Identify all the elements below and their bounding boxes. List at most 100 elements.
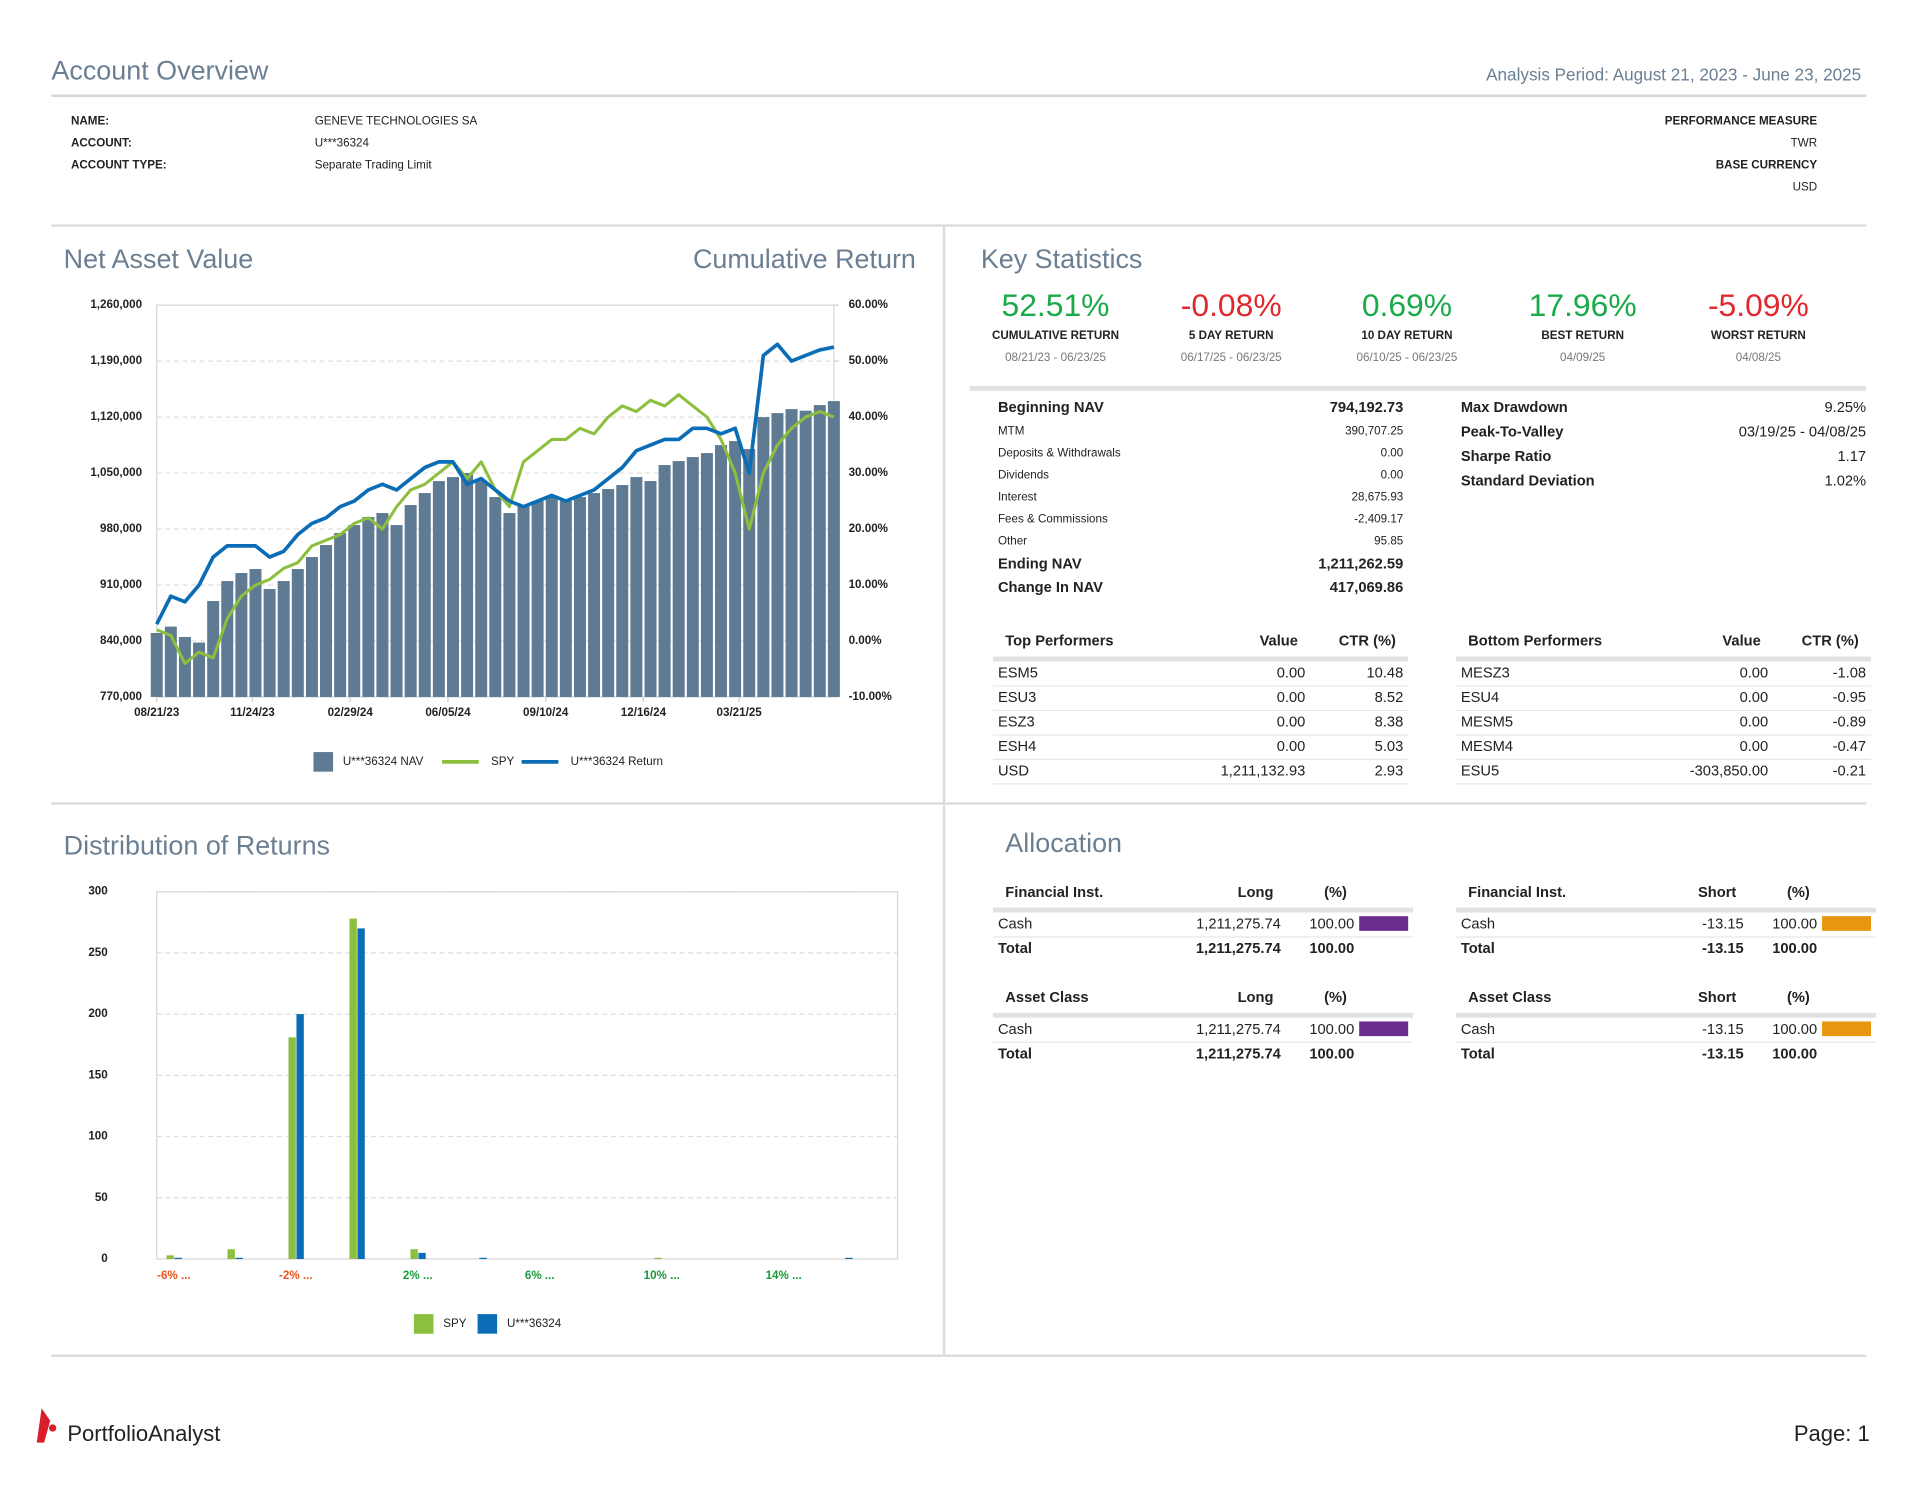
y2-tick-label: 60.00%: [849, 298, 889, 311]
bar: [235, 1257, 243, 1260]
page-title: Account Overview: [51, 56, 269, 86]
cell: ESU3: [998, 690, 1036, 706]
y-tick-label: 770,000: [100, 690, 142, 703]
total-label: Total: [998, 941, 1032, 957]
stat-period: 04/09/25: [1560, 351, 1605, 364]
cell: 1,211,275.74: [1196, 917, 1281, 933]
x-tick-label: 10% ...: [644, 1269, 680, 1282]
y-tick-label: 50: [95, 1191, 108, 1204]
nav-bar: [813, 405, 826, 697]
y-tick-label: 250: [88, 946, 107, 959]
summary-value: 1,211,262.59: [1318, 557, 1403, 573]
cell: MESM4: [1461, 739, 1513, 755]
y2-tick-label: 20.00%: [849, 522, 889, 535]
bar: [654, 1257, 662, 1260]
cell: -13.15: [1702, 1022, 1744, 1038]
stat-label: 10 DAY RETURN: [1361, 329, 1452, 342]
column-header: (%): [1787, 885, 1810, 901]
column-header: Financial Inst.: [1468, 885, 1566, 901]
summary-value: 28,675.93: [1352, 490, 1404, 503]
stat-value: 0.69%: [1362, 287, 1452, 323]
y2-tick-label: 10.00%: [849, 578, 889, 591]
cell: 8.38: [1375, 715, 1404, 731]
column-header: Asset Class: [1468, 990, 1551, 1006]
stat-value: 52.51%: [1002, 287, 1110, 323]
legend-swatch: [313, 752, 334, 772]
total-label: Total: [1461, 1046, 1495, 1062]
cell: 100.00: [1309, 1022, 1354, 1038]
cell: USD: [998, 764, 1029, 780]
risk-label: Sharpe Ratio: [1461, 449, 1552, 465]
nav-bar: [545, 497, 558, 697]
field-value: TWR: [1791, 137, 1817, 150]
logo-mark: [36, 1408, 51, 1443]
y-tick-label: 910,000: [100, 578, 142, 591]
nav-bar: [771, 413, 784, 697]
column-header: CTR (%): [1339, 634, 1396, 650]
stat-value: 17.96%: [1529, 287, 1637, 323]
cell: Cash: [1461, 917, 1495, 933]
allocation-bar: [1359, 916, 1409, 931]
y-tick-label: 840,000: [100, 634, 142, 647]
nav-bar: [616, 485, 629, 697]
field-label: BASE CURRENCY: [1716, 159, 1818, 172]
cell: 2.93: [1375, 764, 1404, 780]
chart-title: Cumulative Return: [693, 244, 916, 274]
x-tick-label: 02/29/24: [328, 706, 374, 719]
total-value: 1,211,275.74: [1196, 941, 1282, 957]
nav-bar: [489, 497, 502, 697]
column-header: (%): [1324, 990, 1347, 1006]
column-header: Asset Class: [1005, 990, 1088, 1006]
cell: Cash: [998, 1022, 1032, 1038]
column-header: Top Performers: [1005, 634, 1113, 650]
cell: 1,211,275.74: [1196, 1022, 1281, 1038]
nav-bar: [221, 581, 234, 697]
analysis-period: Analysis Period: August 21, 2023 - June …: [1486, 65, 1861, 85]
x-tick-label: 14% ...: [766, 1269, 802, 1282]
nav-bar: [700, 453, 713, 697]
x-tick-label: 2% ...: [403, 1269, 433, 1282]
column-header: Value: [1260, 634, 1298, 650]
y-tick-label: 1,120,000: [90, 410, 142, 423]
nav-bar: [362, 517, 375, 697]
cell: 0.00: [1740, 715, 1769, 731]
field-value: U***36324: [315, 137, 370, 150]
nav-bar: [475, 481, 488, 697]
summary-label: MTM: [998, 424, 1024, 437]
cell: 1,211,132.93: [1221, 764, 1306, 780]
stat-period: 06/10/25 - 06/23/25: [1357, 351, 1458, 364]
column-header: Long: [1238, 990, 1274, 1006]
legend-label: SPY: [491, 755, 515, 768]
cell: -0.21: [1833, 764, 1866, 780]
bar: [410, 1249, 418, 1260]
nav-bar: [559, 501, 572, 697]
nav-bar: [348, 525, 361, 697]
y-tick-label: 1,260,000: [90, 298, 142, 311]
stat-period: 08/21/23 - 06/23/25: [1005, 351, 1106, 364]
legend-label: U***36324: [507, 1317, 562, 1330]
brand: PortfolioAnalyst: [67, 1421, 220, 1446]
summary-value: 0.00: [1381, 468, 1404, 481]
nav-bar: [178, 636, 191, 697]
cell: ESH4: [998, 739, 1036, 755]
bar: [166, 1255, 174, 1260]
y-tick-label: 200: [88, 1007, 107, 1020]
cell: 0.00: [1277, 690, 1306, 706]
total-label: Total: [998, 1046, 1032, 1062]
nav-bar: [207, 601, 220, 697]
column-header: Bottom Performers: [1468, 634, 1602, 650]
cell: 100.00: [1772, 1022, 1817, 1038]
y-tick-label: 1,050,000: [90, 466, 142, 479]
summary-label: Dividends: [998, 468, 1049, 481]
summary-value: 794,192.73: [1330, 400, 1404, 416]
nav-bar: [729, 441, 742, 697]
nav-bar: [686, 457, 699, 697]
legend-label: U***36324 Return: [571, 755, 663, 768]
y-tick-label: 150: [88, 1068, 107, 1081]
cell: MESM5: [1461, 715, 1513, 731]
nav-bar: [644, 481, 657, 697]
cell: ESM5: [998, 666, 1038, 682]
nav-bar: [715, 445, 728, 697]
total-value: 100.00: [1309, 1046, 1354, 1062]
